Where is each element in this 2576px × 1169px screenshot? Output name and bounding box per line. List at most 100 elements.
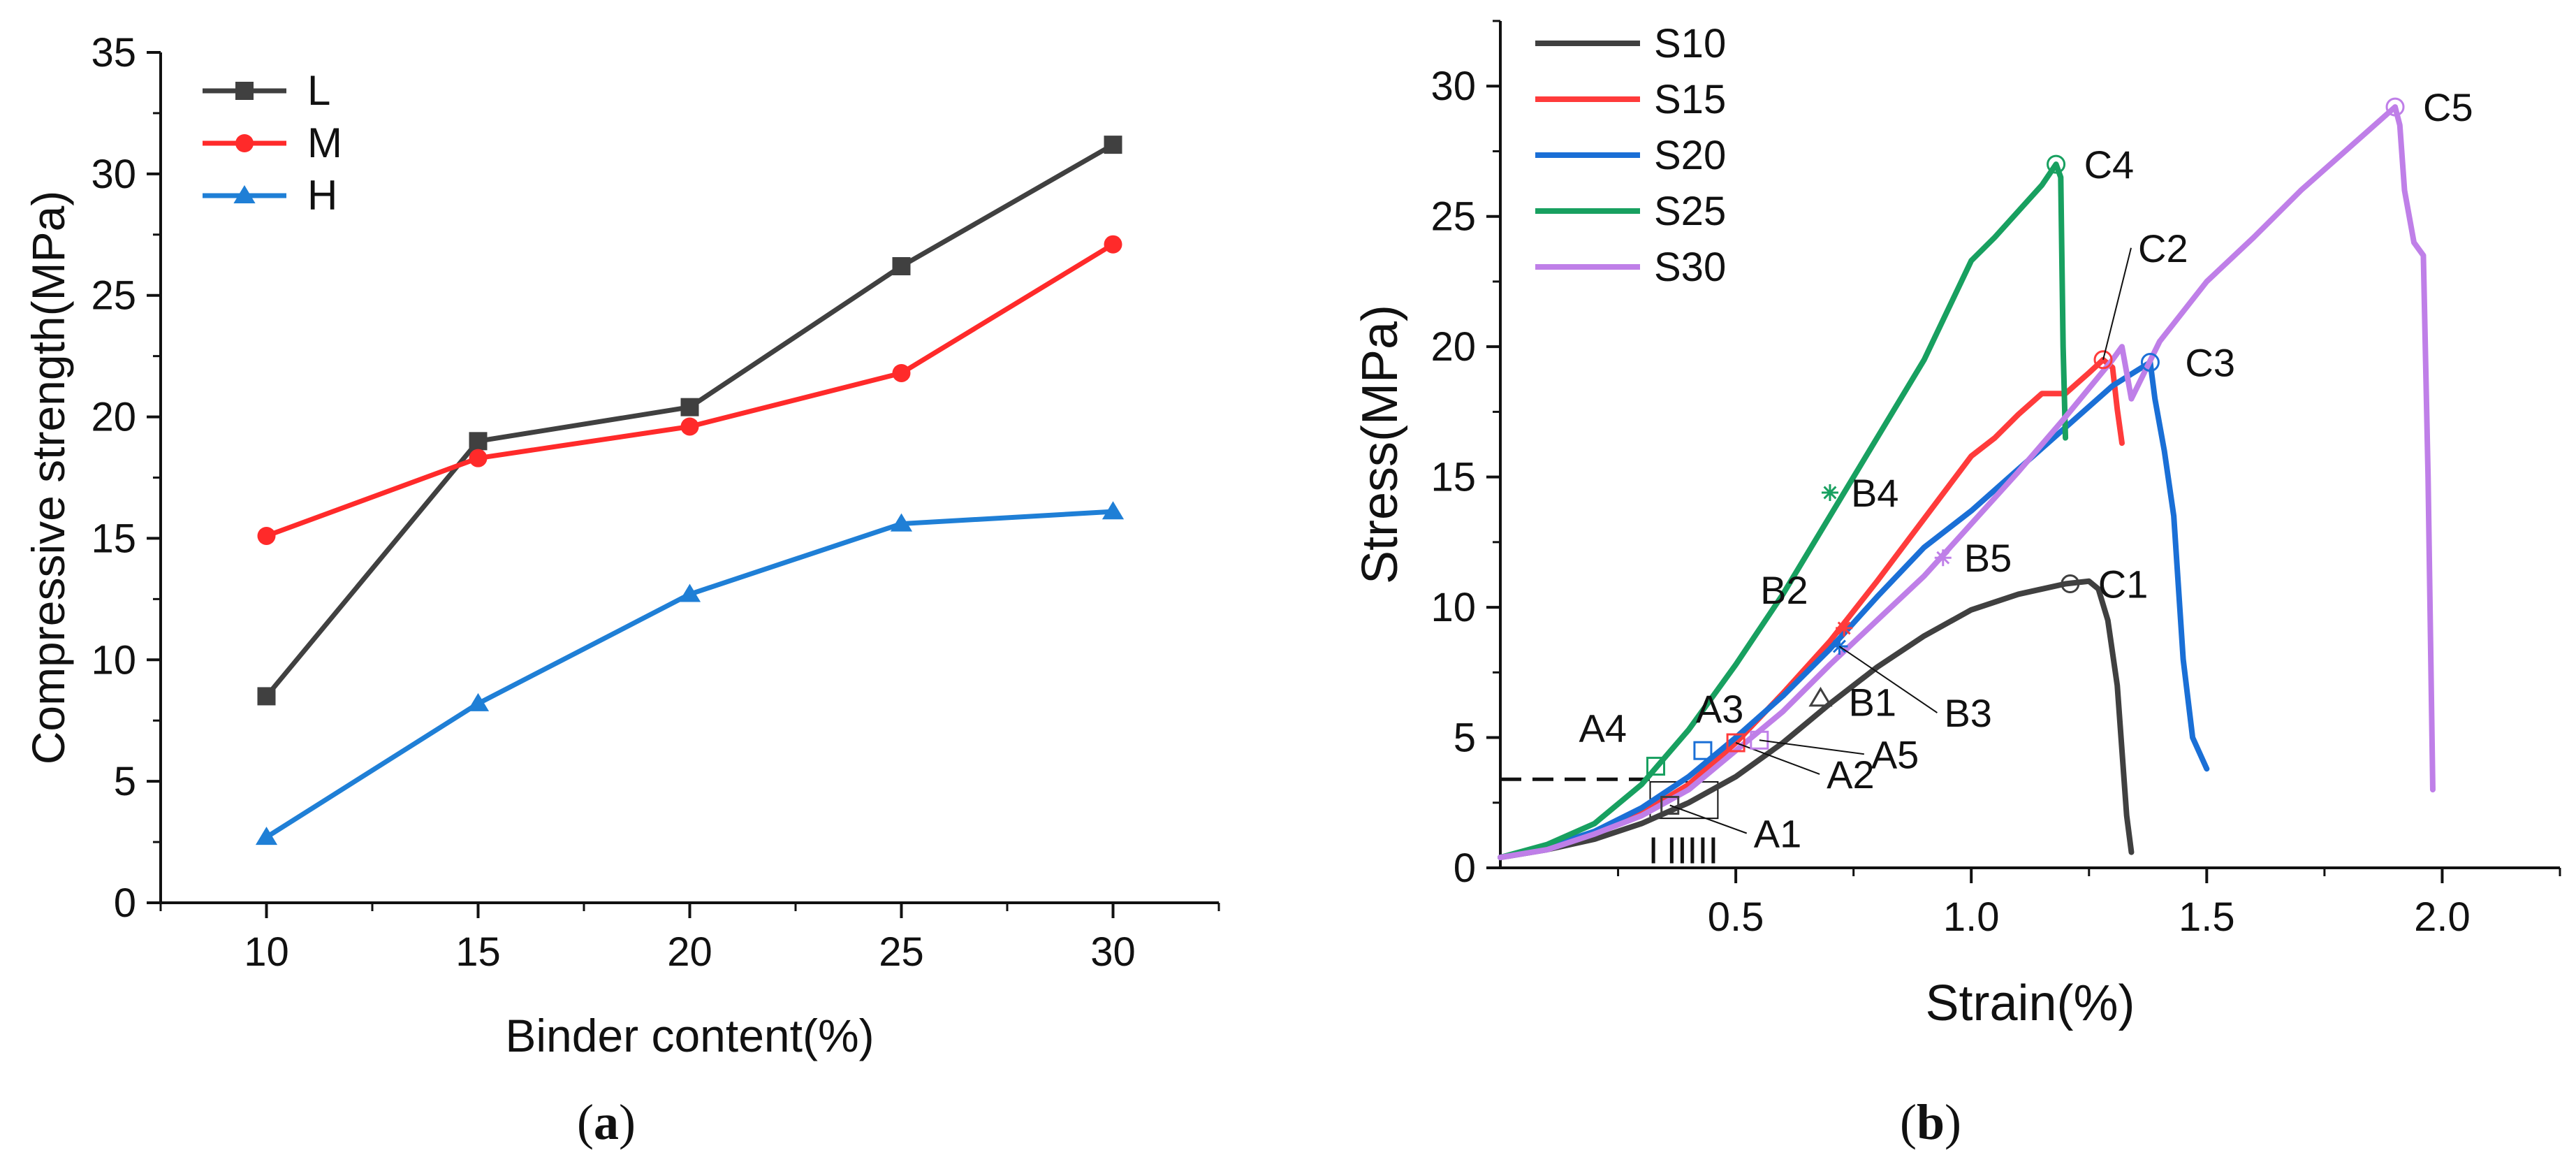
data-point-H	[1102, 501, 1125, 520]
data-point-L	[469, 432, 488, 451]
panel-label-a-open: (	[577, 1094, 594, 1150]
chart-b-point-marks: A1 B1 C1 A2 B2 C2 A3 B3 C3 A4 B4 C4 A5 B5 C5	[1579, 85, 2473, 855]
chart-b-x-tick-label: 2.0	[2414, 894, 2471, 940]
chart-a-x-tick-label: 30	[1090, 929, 1136, 975]
chart-b-y-tick-label: 0	[1454, 845, 1476, 891]
point-mark-C3	[2140, 353, 2160, 372]
data-point-H	[678, 583, 701, 602]
data-point-H	[890, 513, 913, 532]
legend-label-S15: S15	[1654, 77, 1726, 122]
point-mark-B2-d2	[1837, 621, 1851, 635]
chart-b-y-tick-label: 5	[1454, 716, 1476, 761]
point-mark-label-C5: C5	[2423, 85, 2473, 129]
chart-a-x-tick-label: 25	[879, 929, 924, 975]
chart-b-y-tick-label: 15	[1430, 455, 1476, 500]
point-mark-A3	[1693, 741, 1713, 760]
point-mark-label-B1: B1	[1848, 681, 1896, 725]
point-mark-B2	[1836, 619, 1853, 637]
chart-a-series	[255, 136, 1125, 845]
region-label-II: II	[1667, 829, 1688, 871]
legend-label-S10: S10	[1654, 21, 1726, 66]
point-mark-B1	[1808, 686, 1833, 707]
point-mark-label-C3: C3	[2185, 341, 2235, 385]
legend-marker-M	[235, 134, 254, 152]
point-mark-B4	[1821, 484, 1838, 501]
legend-marker-H	[233, 185, 256, 204]
panel-label-a-letter: a	[594, 1094, 619, 1150]
chart-a-y-axis-label: Compressive strength(MPa)	[22, 191, 74, 765]
point-mark-label-B3: B3	[1944, 691, 1992, 735]
chart-b-y-tick-label: 25	[1430, 194, 1476, 240]
data-point-M	[680, 417, 699, 436]
data-point-L	[892, 256, 911, 275]
point-mark-label-A2: A2	[1827, 753, 1875, 797]
chart-a-y-tick-label: 25	[91, 273, 136, 319]
legend-label-S25: S25	[1654, 189, 1726, 234]
chart-a-y-tick-label: 30	[91, 152, 136, 197]
point-mark-B5	[1934, 549, 1952, 567]
leader-line-A1	[1669, 804, 1748, 834]
leader-line-A5	[1759, 739, 1864, 755]
region-label-III: III	[1687, 829, 1718, 871]
legend-marker-L	[235, 82, 254, 100]
chart-a-x-tick-label: 10	[244, 929, 289, 975]
legend-label-S30: S30	[1654, 245, 1726, 290]
panel-label-a: (a)	[577, 1094, 636, 1150]
point-mark-B4-d2	[1823, 486, 1837, 500]
region-label-I: I	[1648, 829, 1659, 871]
series-line-S10	[1498, 578, 2135, 861]
data-point-H	[467, 692, 490, 711]
chart-a-y-tick-label: 5	[114, 759, 136, 804]
point-mark-C2	[2093, 350, 2113, 370]
data-point-L	[680, 398, 699, 416]
point-mark-A2	[1726, 733, 1746, 753]
leader-line-C2	[2102, 247, 2132, 361]
series-line-S25	[1498, 161, 2069, 861]
point-mark-label-A1: A1	[1754, 811, 1802, 855]
chart-b-x-tick-label: 0.5	[1708, 894, 1764, 940]
chart-a-axes: 0 5 10 15 20 25 30 35 10 15 20 25 30	[91, 30, 1220, 975]
chart-b-y-tick-label: 20	[1430, 324, 1476, 370]
data-point-H	[255, 827, 278, 845]
point-mark-label-A3: A3	[1696, 687, 1744, 731]
series-line-H	[265, 509, 1113, 840]
chart-a-y-tick-label: 35	[91, 30, 136, 75]
point-mark-label-C1: C1	[2098, 562, 2149, 607]
legend-label-H: H	[307, 172, 337, 219]
chart-a-x-tick-label: 15	[455, 929, 501, 975]
chart-b-y-tick-label: 30	[1430, 64, 1476, 109]
point-mark-label-C2: C2	[2138, 226, 2188, 270]
chart-a-x-tick-label: 20	[667, 929, 712, 975]
data-point-M	[892, 363, 911, 382]
leader-line-B3	[1838, 646, 1938, 713]
legend-label-M: M	[307, 119, 342, 166]
panel-label-b: (b)	[1900, 1094, 1961, 1150]
data-point-M	[1104, 235, 1122, 254]
point-mark-label-B4: B4	[1851, 471, 1899, 515]
panel-label-b-close: )	[1945, 1094, 1961, 1150]
point-mark-label-C4: C4	[2084, 143, 2135, 187]
data-point-L	[257, 687, 276, 706]
data-point-L	[1104, 136, 1122, 154]
point-mark-A5	[1750, 730, 1769, 750]
chart-a-legend: LMH	[203, 67, 342, 219]
panel-label-a-close: )	[619, 1094, 636, 1150]
point-mark-label-A5: A5	[1871, 732, 1919, 776]
chart-b-x-tick-label: 1.5	[2179, 894, 2235, 940]
series-line-S15	[1498, 356, 2125, 861]
point-mark-label-B2: B2	[1760, 568, 1808, 612]
leader-line-A2	[1735, 742, 1820, 775]
chart-a-y-tick-label: 15	[91, 516, 136, 561]
point-mark-C1	[2061, 574, 2080, 594]
point-mark-A1	[1660, 795, 1680, 815]
chart-b-legend: S10 S15 S20 S25 S30	[1535, 21, 1726, 290]
point-mark-label-B5: B5	[1964, 536, 2012, 580]
data-point-M	[257, 526, 276, 545]
chart-a: 0 5 10 15 20 25 30 35 10 15 20 25 30 LMH Binder cont…	[22, 30, 1220, 1150]
legend-label-L: L	[307, 67, 330, 114]
panel-label-b-letter: b	[1917, 1094, 1945, 1150]
series-line-M	[265, 242, 1115, 539]
